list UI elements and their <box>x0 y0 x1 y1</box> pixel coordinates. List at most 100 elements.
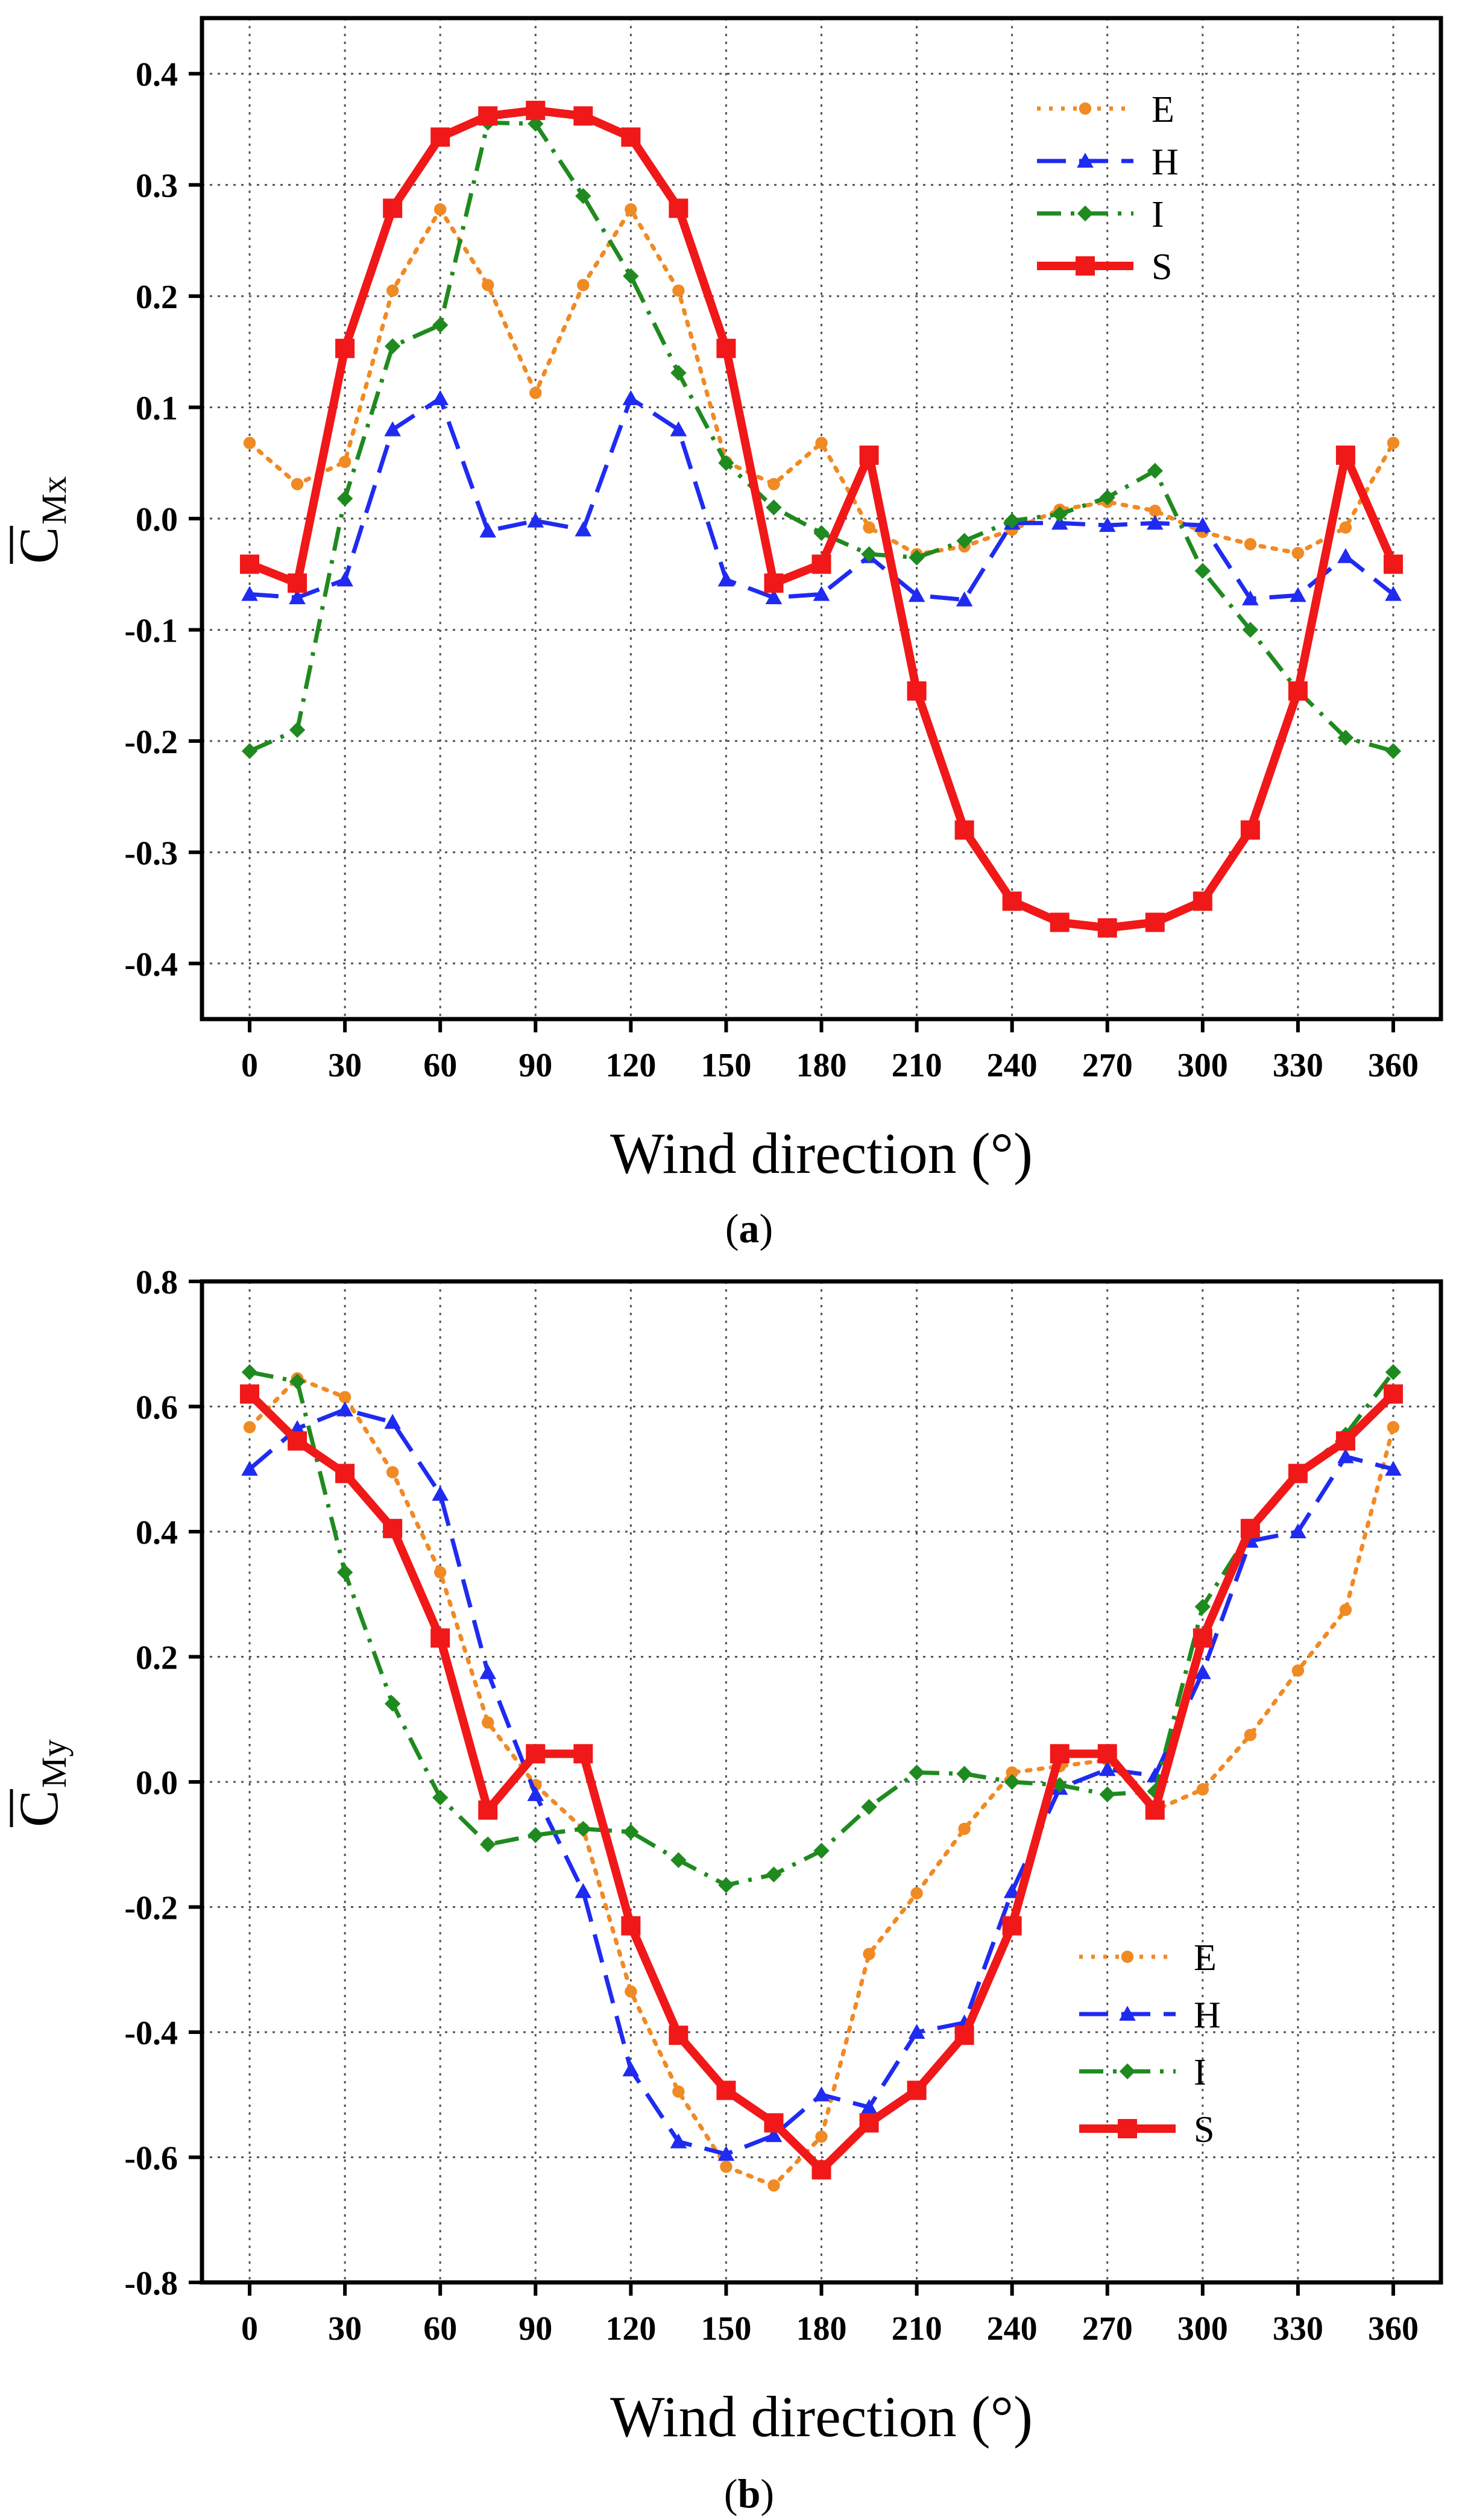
data-point <box>575 521 592 537</box>
data-point <box>813 586 830 601</box>
series-s <box>240 101 1403 938</box>
x-tick-label: 120 <box>605 1047 656 1084</box>
data-point <box>1193 1628 1212 1648</box>
data-point <box>623 268 639 285</box>
y-tick-label: 0.4 <box>136 56 178 93</box>
data-point <box>241 586 258 601</box>
data-point <box>1385 1364 1402 1380</box>
data-point <box>573 106 593 126</box>
x-tick-label: 30 <box>328 1047 362 1084</box>
figure-caption: (a) <box>725 1205 773 1251</box>
data-point <box>861 1799 877 1815</box>
data-point <box>243 437 256 449</box>
gridlines <box>202 1281 1441 2282</box>
data-point <box>478 106 498 126</box>
data-point <box>764 573 784 593</box>
data-point <box>1098 1761 1116 1776</box>
data-point <box>241 1461 258 1476</box>
caption-close: ) <box>760 2471 774 2516</box>
chart-b: 0 30 60 90 120 150 180 210 240 270 300 330 360-0.8-0… <box>8 1264 1443 2516</box>
data-point <box>288 1431 307 1451</box>
data-point <box>1194 517 1211 532</box>
data-point <box>1242 622 1259 638</box>
x-tick-label: 330 <box>1273 1047 1323 1084</box>
data-point <box>765 2127 783 2143</box>
data-point <box>1385 1461 1402 1476</box>
data-point <box>765 589 783 604</box>
caption-close: ) <box>760 1205 774 1251</box>
y-tick-label: -0.3 <box>124 835 178 872</box>
series-e <box>243 203 1400 561</box>
data-point <box>672 2085 685 2098</box>
data-point <box>669 2026 689 2045</box>
data-point <box>575 1883 592 1898</box>
data-point <box>764 2113 784 2133</box>
data-point <box>289 722 306 738</box>
data-point <box>240 1384 260 1404</box>
data-point <box>1335 1431 1355 1451</box>
data-point <box>767 2179 780 2192</box>
data-point <box>1194 563 1211 579</box>
data-point <box>767 478 780 491</box>
data-point <box>813 2086 830 2102</box>
data-point <box>861 546 877 563</box>
data-point <box>289 589 306 604</box>
data-point <box>1242 590 1259 605</box>
x-tick-label: 90 <box>518 2310 552 2348</box>
data-point <box>909 1764 925 1781</box>
gridlines <box>202 18 1441 1019</box>
y-axis: -0.8 -0.6 -0.4 -0.2 0.0 0.2 0.4 0.6 0.8 <box>124 1264 202 2302</box>
legend-item-e: E <box>1079 1937 1217 1978</box>
y-axis-title-symbol: C <box>8 527 69 564</box>
data-point <box>1149 504 1161 517</box>
data-point <box>1051 514 1068 530</box>
x-axis: 0 30 60 90 120 150 180 210 240 270 300 330 360 <box>241 1019 1419 1084</box>
x-tick-label: 300 <box>1177 1047 1228 1084</box>
data-point <box>1002 891 1022 911</box>
data-point <box>430 1628 450 1648</box>
data-point <box>384 1696 401 1712</box>
x-tick-label: 0 <box>241 2310 258 2348</box>
x-tick-label: 180 <box>796 2310 847 2348</box>
data-point <box>335 1464 355 1483</box>
data-point <box>1385 743 1402 759</box>
series-s <box>240 1384 1403 2180</box>
data-point <box>479 522 497 538</box>
x-axis-title: Wind direction (°) <box>610 1121 1033 1186</box>
data-point <box>958 1822 971 1836</box>
x-tick-label: 300 <box>1177 2310 1228 2348</box>
series-i <box>241 1364 1402 1893</box>
y-tick-label: -0.8 <box>124 2265 178 2302</box>
data-point <box>1387 1421 1400 1433</box>
data-point <box>766 499 782 516</box>
data-point <box>1097 918 1117 938</box>
data-point <box>1099 1786 1115 1802</box>
x-tick-label: 330 <box>1273 2310 1323 2348</box>
legend-marker <box>1077 205 1094 222</box>
data-point <box>859 445 879 465</box>
y-tick-label: 0.3 <box>136 168 178 205</box>
data-point <box>383 1518 403 1538</box>
data-point <box>384 338 401 355</box>
figure-caption: (b) <box>724 2471 774 2516</box>
data-point <box>1050 1744 1070 1764</box>
legend-label: H <box>1152 142 1179 183</box>
data-point <box>1146 514 1164 530</box>
data-point <box>526 1744 546 1764</box>
data-point <box>863 521 875 534</box>
data-point <box>1004 513 1020 529</box>
data-point <box>717 571 735 587</box>
legend-label: I <box>1194 2052 1206 2093</box>
data-point <box>1194 1599 1211 1615</box>
data-point <box>336 1564 353 1581</box>
y-tick-label: 0.2 <box>136 279 178 316</box>
series-h <box>241 390 1402 607</box>
data-point <box>1196 1783 1209 1796</box>
data-point <box>621 1916 641 1936</box>
data-point <box>909 549 925 566</box>
data-point <box>1335 445 1355 465</box>
data-point <box>1240 820 1260 840</box>
data-point <box>815 437 828 449</box>
data-point <box>336 490 353 507</box>
